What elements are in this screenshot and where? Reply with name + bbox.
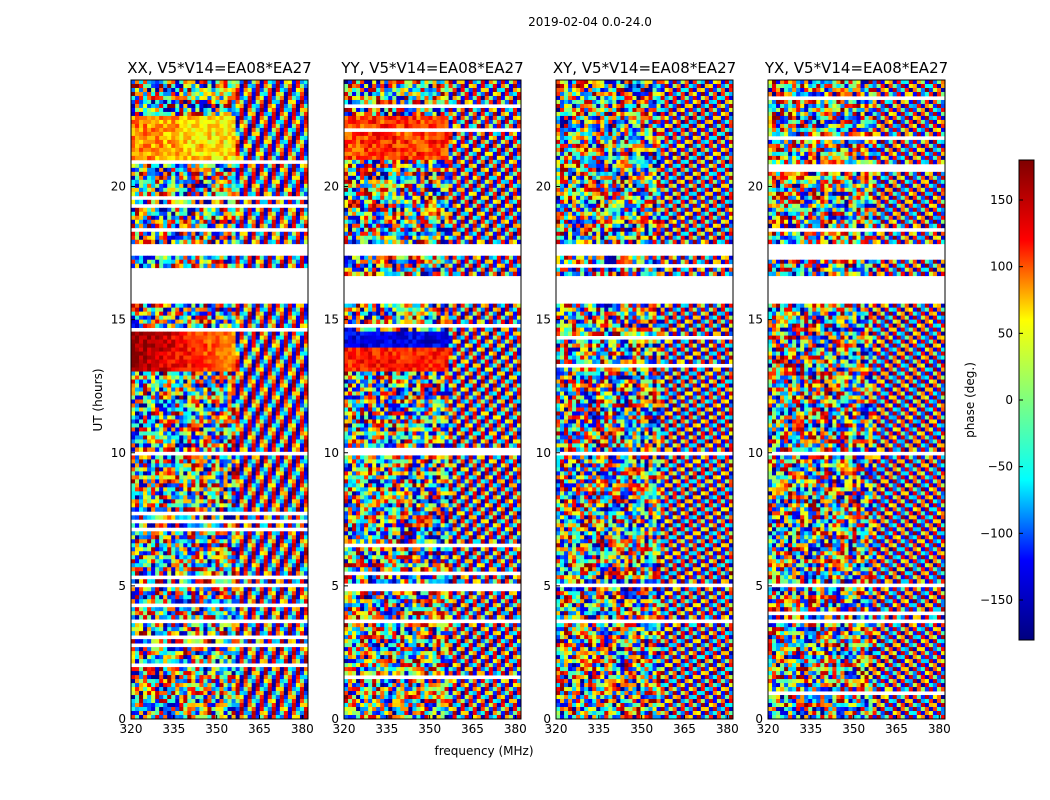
colorbar-tick-label: 50 — [998, 326, 1013, 340]
y-tick-label: 10 — [536, 446, 551, 460]
y-tick-label: 5 — [118, 579, 126, 593]
panel-frame-xx — [130, 79, 309, 720]
panel-frame-xy — [555, 79, 734, 720]
y-tick-label: 5 — [755, 579, 763, 593]
y-axis-label: UT (hours) — [91, 368, 105, 431]
panel-title-xx: XX, V5*V14=EA08*EA27 — [127, 59, 311, 77]
y-tick-label: 15 — [111, 313, 126, 327]
x-tick-label: 365 — [461, 722, 484, 736]
x-tick-label: 365 — [248, 722, 271, 736]
y-tick-label: 10 — [748, 446, 763, 460]
x-tick-label: 320 — [545, 722, 568, 736]
phase-heatmap-yx — [768, 80, 945, 719]
panel-title-yy: YY, V5*V14=EA08*EA27 — [340, 59, 523, 77]
panel-yy: YY, V5*V14=EA08*EA27 320 335 350 365 380 0 5 10 1… — [324, 59, 527, 736]
x-tick-label: 335 — [375, 722, 398, 736]
phase-heatmap-yy — [344, 80, 521, 719]
x-tick-label: 380 — [504, 722, 527, 736]
x-tick-label: 335 — [162, 722, 185, 736]
y-tick-label: 10 — [111, 446, 126, 460]
y-tick-label: 20 — [748, 180, 763, 194]
x-tick-label: 350 — [842, 722, 865, 736]
x-tick-label: 335 — [799, 722, 822, 736]
colorbar-label: phase (deg.) — [963, 362, 977, 438]
y-tick-label: 0 — [118, 712, 126, 726]
y-tick-label: 15 — [748, 313, 763, 327]
phase-heatmap-xy — [556, 80, 733, 719]
colorbar-tick-label: 100 — [990, 260, 1013, 274]
y-tick-label: 20 — [111, 180, 126, 194]
panel-yx: YX, V5*V14=EA08*EA27 320 335 350 365 380 0 5 10 1… — [748, 59, 951, 736]
colorbar: 150 100 50 0 −50 −100 −150 phase (deg.) — [963, 159, 1035, 641]
x-tick-label: 320 — [333, 722, 356, 736]
x-tick-label: 320 — [120, 722, 143, 736]
x-axis-label: frequency (MHz) — [434, 744, 533, 758]
y-tick-label: 0 — [755, 712, 763, 726]
panels: XX, V5*V14=EA08*EA27 320 335 350 365 380 0 5 10 1… — [111, 59, 951, 736]
y-tick-label: 0 — [543, 712, 551, 726]
x-tick-label: 335 — [587, 722, 610, 736]
colorbar-tick-label: −50 — [988, 460, 1013, 474]
suptitle: 2019-02-04 0.0-24.0 — [528, 15, 652, 29]
x-tick-label: 320 — [757, 722, 780, 736]
x-tick-label: 365 — [885, 722, 908, 736]
panel-frame-yx — [767, 79, 946, 720]
colorbar-tick-label: 0 — [1005, 393, 1013, 407]
x-tick-label: 380 — [291, 722, 314, 736]
panel-title-xy: XY, V5*V14=EA08*EA27 — [553, 59, 736, 77]
x-tick-label: 365 — [673, 722, 696, 736]
y-tick-label: 15 — [536, 313, 551, 327]
colorbar-tick-label: −100 — [980, 526, 1013, 540]
panel-xx: XX, V5*V14=EA08*EA27 320 335 350 365 380 0 5 10 1… — [111, 59, 314, 736]
phase-heatmap-xx — [131, 80, 308, 719]
y-tick-label: 0 — [331, 712, 339, 726]
x-tick-label: 380 — [928, 722, 951, 736]
colorbar-tick-label: −150 — [980, 593, 1013, 607]
y-tick-label: 20 — [324, 180, 339, 194]
x-tick-label: 350 — [630, 722, 653, 736]
y-tick-label: 20 — [536, 180, 551, 194]
y-tick-label: 5 — [543, 579, 551, 593]
x-tick-label: 350 — [418, 722, 441, 736]
panel-xy: XY, V5*V14=EA08*EA27 320 335 350 365 380 0 5 10 1… — [536, 59, 739, 736]
y-tick-label: 10 — [324, 446, 339, 460]
y-tick-label: 15 — [324, 313, 339, 327]
panel-frame-yy — [343, 79, 522, 720]
x-tick-label: 380 — [716, 722, 739, 736]
colorbar-tick-label: 150 — [990, 193, 1013, 207]
x-tick-label: 350 — [205, 722, 228, 736]
panel-title-yx: YX, V5*V14=EA08*EA27 — [764, 59, 948, 77]
y-tick-label: 5 — [331, 579, 339, 593]
